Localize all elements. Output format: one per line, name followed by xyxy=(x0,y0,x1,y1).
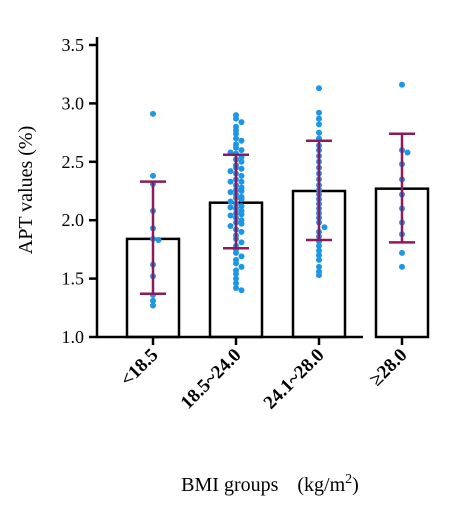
data-point xyxy=(238,220,245,227)
data-point xyxy=(316,121,322,128)
data-point xyxy=(233,115,239,122)
data-point xyxy=(399,263,405,270)
x-tick-label: <18.5 xyxy=(117,345,163,391)
data-point xyxy=(238,188,245,194)
data-point xyxy=(238,119,245,126)
data-point xyxy=(238,228,245,235)
y-tick-label: 3.0 xyxy=(62,93,85,113)
y-ticks: 1.0 1.5 2.0 2.5 3.0 3.5 xyxy=(62,35,97,347)
data-point xyxy=(227,223,234,230)
data-points xyxy=(150,81,411,309)
data-point xyxy=(316,85,322,92)
data-point xyxy=(316,256,322,263)
data-point xyxy=(238,287,245,294)
data-point xyxy=(399,249,405,256)
data-point xyxy=(233,275,239,282)
data-point xyxy=(155,237,162,244)
x-ticks: <18.5 18.5~24.0 24.1~28.0 ≥28.0 xyxy=(117,337,412,414)
data-point xyxy=(238,172,245,179)
data-point xyxy=(238,196,245,203)
data-point xyxy=(227,204,234,211)
x-tick-label: 24.1~28.0 xyxy=(260,345,329,414)
data-point xyxy=(316,129,322,136)
data-point xyxy=(227,178,234,185)
data-point xyxy=(227,168,234,175)
data-point xyxy=(316,263,322,270)
data-point xyxy=(238,253,245,260)
data-point xyxy=(150,172,156,179)
y-tick-label: 2.5 xyxy=(62,152,85,172)
x-tick-label: 18.5~24.0 xyxy=(177,345,246,414)
y-tick-label: 3.5 xyxy=(62,35,85,55)
data-point xyxy=(238,178,245,185)
data-point xyxy=(399,81,405,88)
data-point xyxy=(227,212,234,219)
data-point xyxy=(404,149,411,156)
data-point xyxy=(150,302,156,309)
data-point xyxy=(321,224,328,231)
data-point xyxy=(150,110,156,117)
y-tick-label: 1.5 xyxy=(62,269,85,289)
data-point xyxy=(316,242,322,249)
data-point xyxy=(238,137,245,144)
y-tick-label: 2.0 xyxy=(62,210,85,230)
data-point xyxy=(238,165,245,172)
data-point xyxy=(233,130,239,137)
data-point xyxy=(316,115,322,122)
data-point xyxy=(238,263,245,270)
data-point xyxy=(238,147,245,154)
data-point xyxy=(316,109,322,116)
data-point xyxy=(238,239,245,246)
x-axis-title-main: BMI groups xyxy=(181,474,278,496)
data-point xyxy=(233,249,239,256)
data-point xyxy=(233,135,239,142)
bar xyxy=(374,187,430,339)
data-point xyxy=(233,284,239,291)
y-tick-label: 1.0 xyxy=(62,327,85,347)
data-point xyxy=(238,203,245,210)
data-point xyxy=(233,280,239,287)
data-point xyxy=(227,198,234,205)
y-axis-title: APT values (%) xyxy=(15,126,37,255)
data-point xyxy=(316,247,322,254)
x-axis-title: BMI groups (kg/m2) xyxy=(181,472,359,496)
data-point xyxy=(150,297,156,304)
data-point xyxy=(238,211,245,218)
x-axis-title-unit-close: ) xyxy=(352,474,359,496)
data-point xyxy=(233,260,239,267)
data-point xyxy=(227,189,234,196)
data-point xyxy=(238,158,245,165)
x-tick-label: ≥28.0 xyxy=(366,345,412,391)
x-axis-title-unit: (kg/m xyxy=(297,474,345,496)
data-point xyxy=(233,270,239,277)
data-point xyxy=(233,144,239,151)
bars xyxy=(125,187,430,339)
data-point xyxy=(316,272,322,279)
x-axis-title-unit-sup: 2 xyxy=(345,472,352,487)
data-point xyxy=(316,252,322,259)
error-bars xyxy=(140,132,415,296)
